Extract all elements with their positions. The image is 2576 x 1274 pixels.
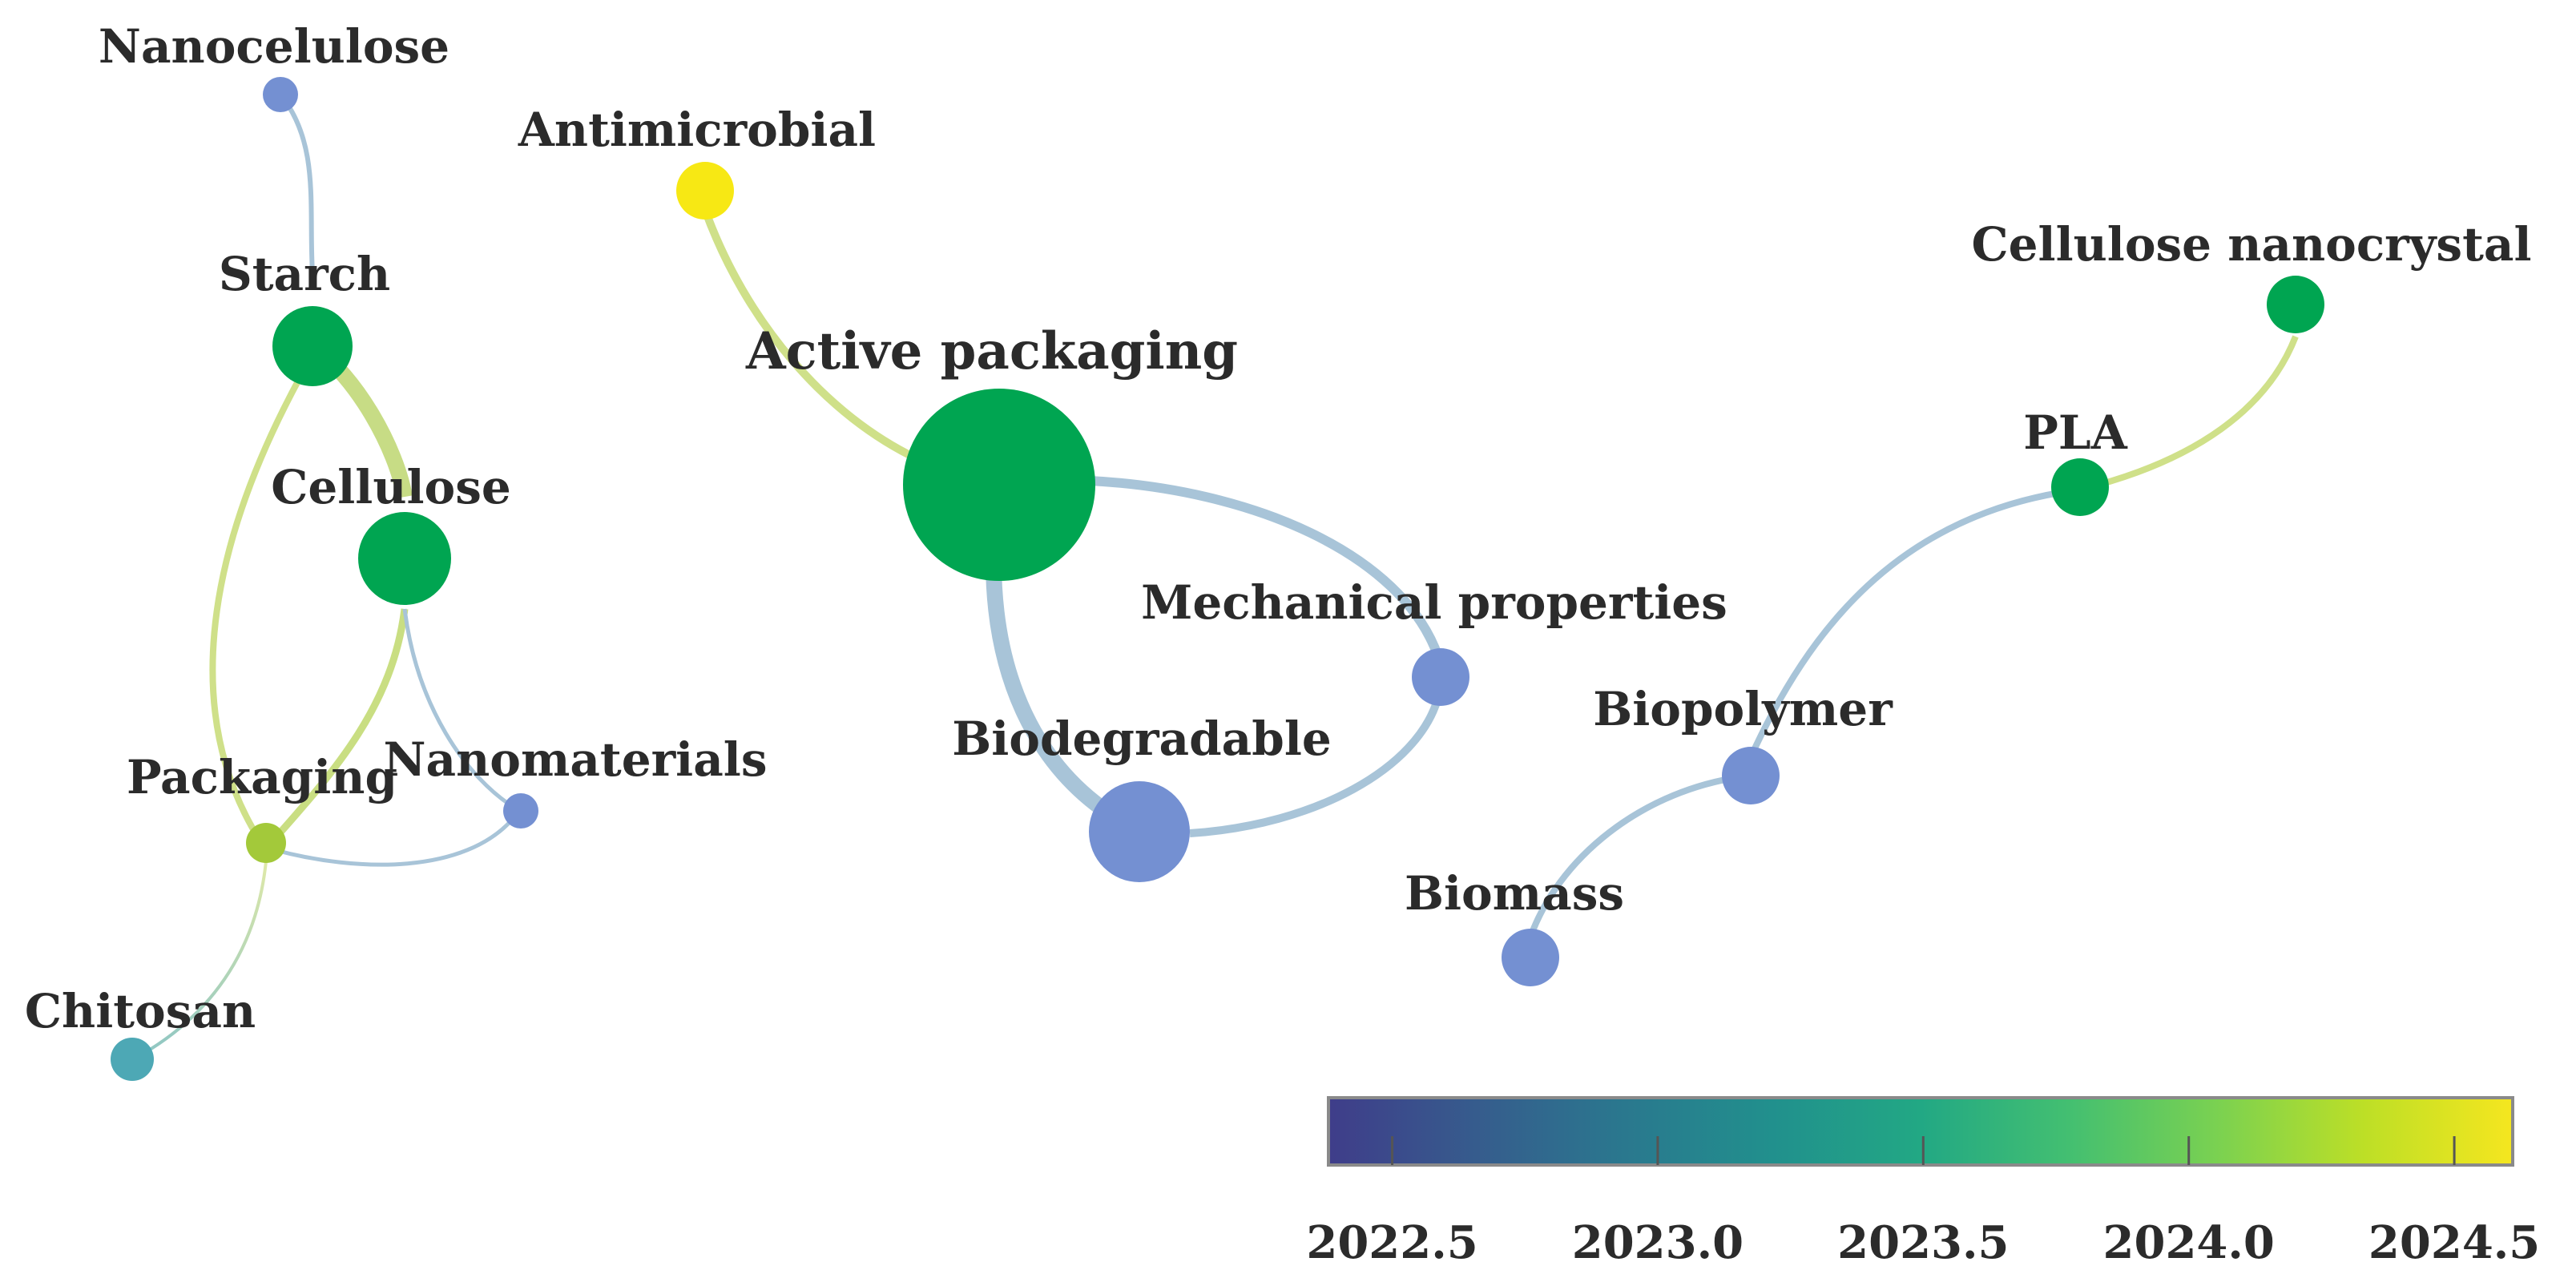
label-biodegradable: Biodegradable: [952, 712, 1332, 766]
node-antimicrobial: [676, 162, 734, 220]
colorbar-tick-label: 2024.0: [2103, 1216, 2275, 1269]
label-pla: PLA: [2023, 405, 2127, 460]
edge-active-packaging-mechanical-properties: [1089, 476, 1443, 659]
colorbar: 2022.5 2023.0 2023.5 2024.0 2024.5: [1306, 1096, 2540, 1269]
label-nanomaterials: Nanomaterials: [384, 732, 768, 787]
node-packaging: [246, 823, 286, 863]
edges: [135, 93, 2299, 1059]
edge-biomass-biopolymer: [1523, 774, 1740, 951]
node-active-packaging: [903, 389, 1095, 581]
label-antimicrobial: Antimicrobial: [518, 103, 876, 157]
node-chitosan: [111, 1038, 154, 1081]
label-cellulose-nanocrystal: Cellulose nanocrystal: [1971, 217, 2531, 272]
colorbar-tick-label: 2024.5: [2368, 1216, 2540, 1269]
label-mechanical-properties: Mechanical properties: [1141, 575, 1727, 630]
label-cellulose: Cellulose: [271, 460, 511, 514]
label-packaging: Packaging: [127, 750, 397, 804]
edge-pla-cellulose-nanocrystal: [2082, 335, 2299, 492]
edge-cellulose-packaging: [269, 608, 409, 844]
edge-starch-packaging: [209, 375, 304, 844]
edge-nanocelulose-starch: [278, 93, 315, 273]
label-starch: Starch: [219, 247, 390, 301]
colorbar-gradient: [1327, 1096, 2514, 1167]
node-starch: [272, 306, 353, 386]
label-biomass: Biomass: [1405, 866, 1624, 921]
colorbar-ticks: 2022.5 2023.0 2023.5 2024.0 2024.5: [1306, 1136, 2540, 1269]
label-chitosan: Chitosan: [25, 984, 256, 1038]
node-mechanical-properties: [1412, 648, 1469, 706]
node-cellulose: [358, 512, 451, 605]
node-nanomaterials: [503, 793, 538, 829]
colorbar-tick-label: 2022.5: [1306, 1216, 1477, 1269]
edge-cellulose-nanomaterials: [402, 608, 518, 812]
label-nanocelulose: Nanocelulose: [99, 19, 449, 74]
edge-biopolymer-pla: [1748, 490, 2060, 759]
node-labels: Nanocelulose Antimicrobial Starch Cellul…: [25, 19, 2532, 1038]
edge-packaging-chitosan: [135, 861, 268, 1059]
label-biopolymer: Biopolymer: [1593, 682, 1893, 736]
node-cellulose-nanocrystal: [2267, 276, 2324, 333]
edge-biodegradable-mechanical-properties: [1189, 695, 1442, 837]
nodes: [111, 77, 2324, 1081]
edge-antimicrobial-active-packaging: [701, 208, 924, 465]
colorbar-tick-label: 2023.0: [1572, 1216, 1744, 1269]
node-nanocelulose: [263, 77, 298, 112]
node-biodegradable: [1089, 781, 1190, 882]
label-active-packaging: Active packaging: [745, 321, 1238, 381]
node-pla: [2051, 458, 2109, 516]
edge-active-packaging-biodegradable: [986, 560, 1127, 829]
colorbar-tick-label: 2023.5: [1837, 1216, 2009, 1269]
edge-packaging-nanomaterials: [272, 817, 514, 867]
node-biomass: [1502, 929, 1559, 986]
node-biopolymer: [1722, 747, 1780, 804]
